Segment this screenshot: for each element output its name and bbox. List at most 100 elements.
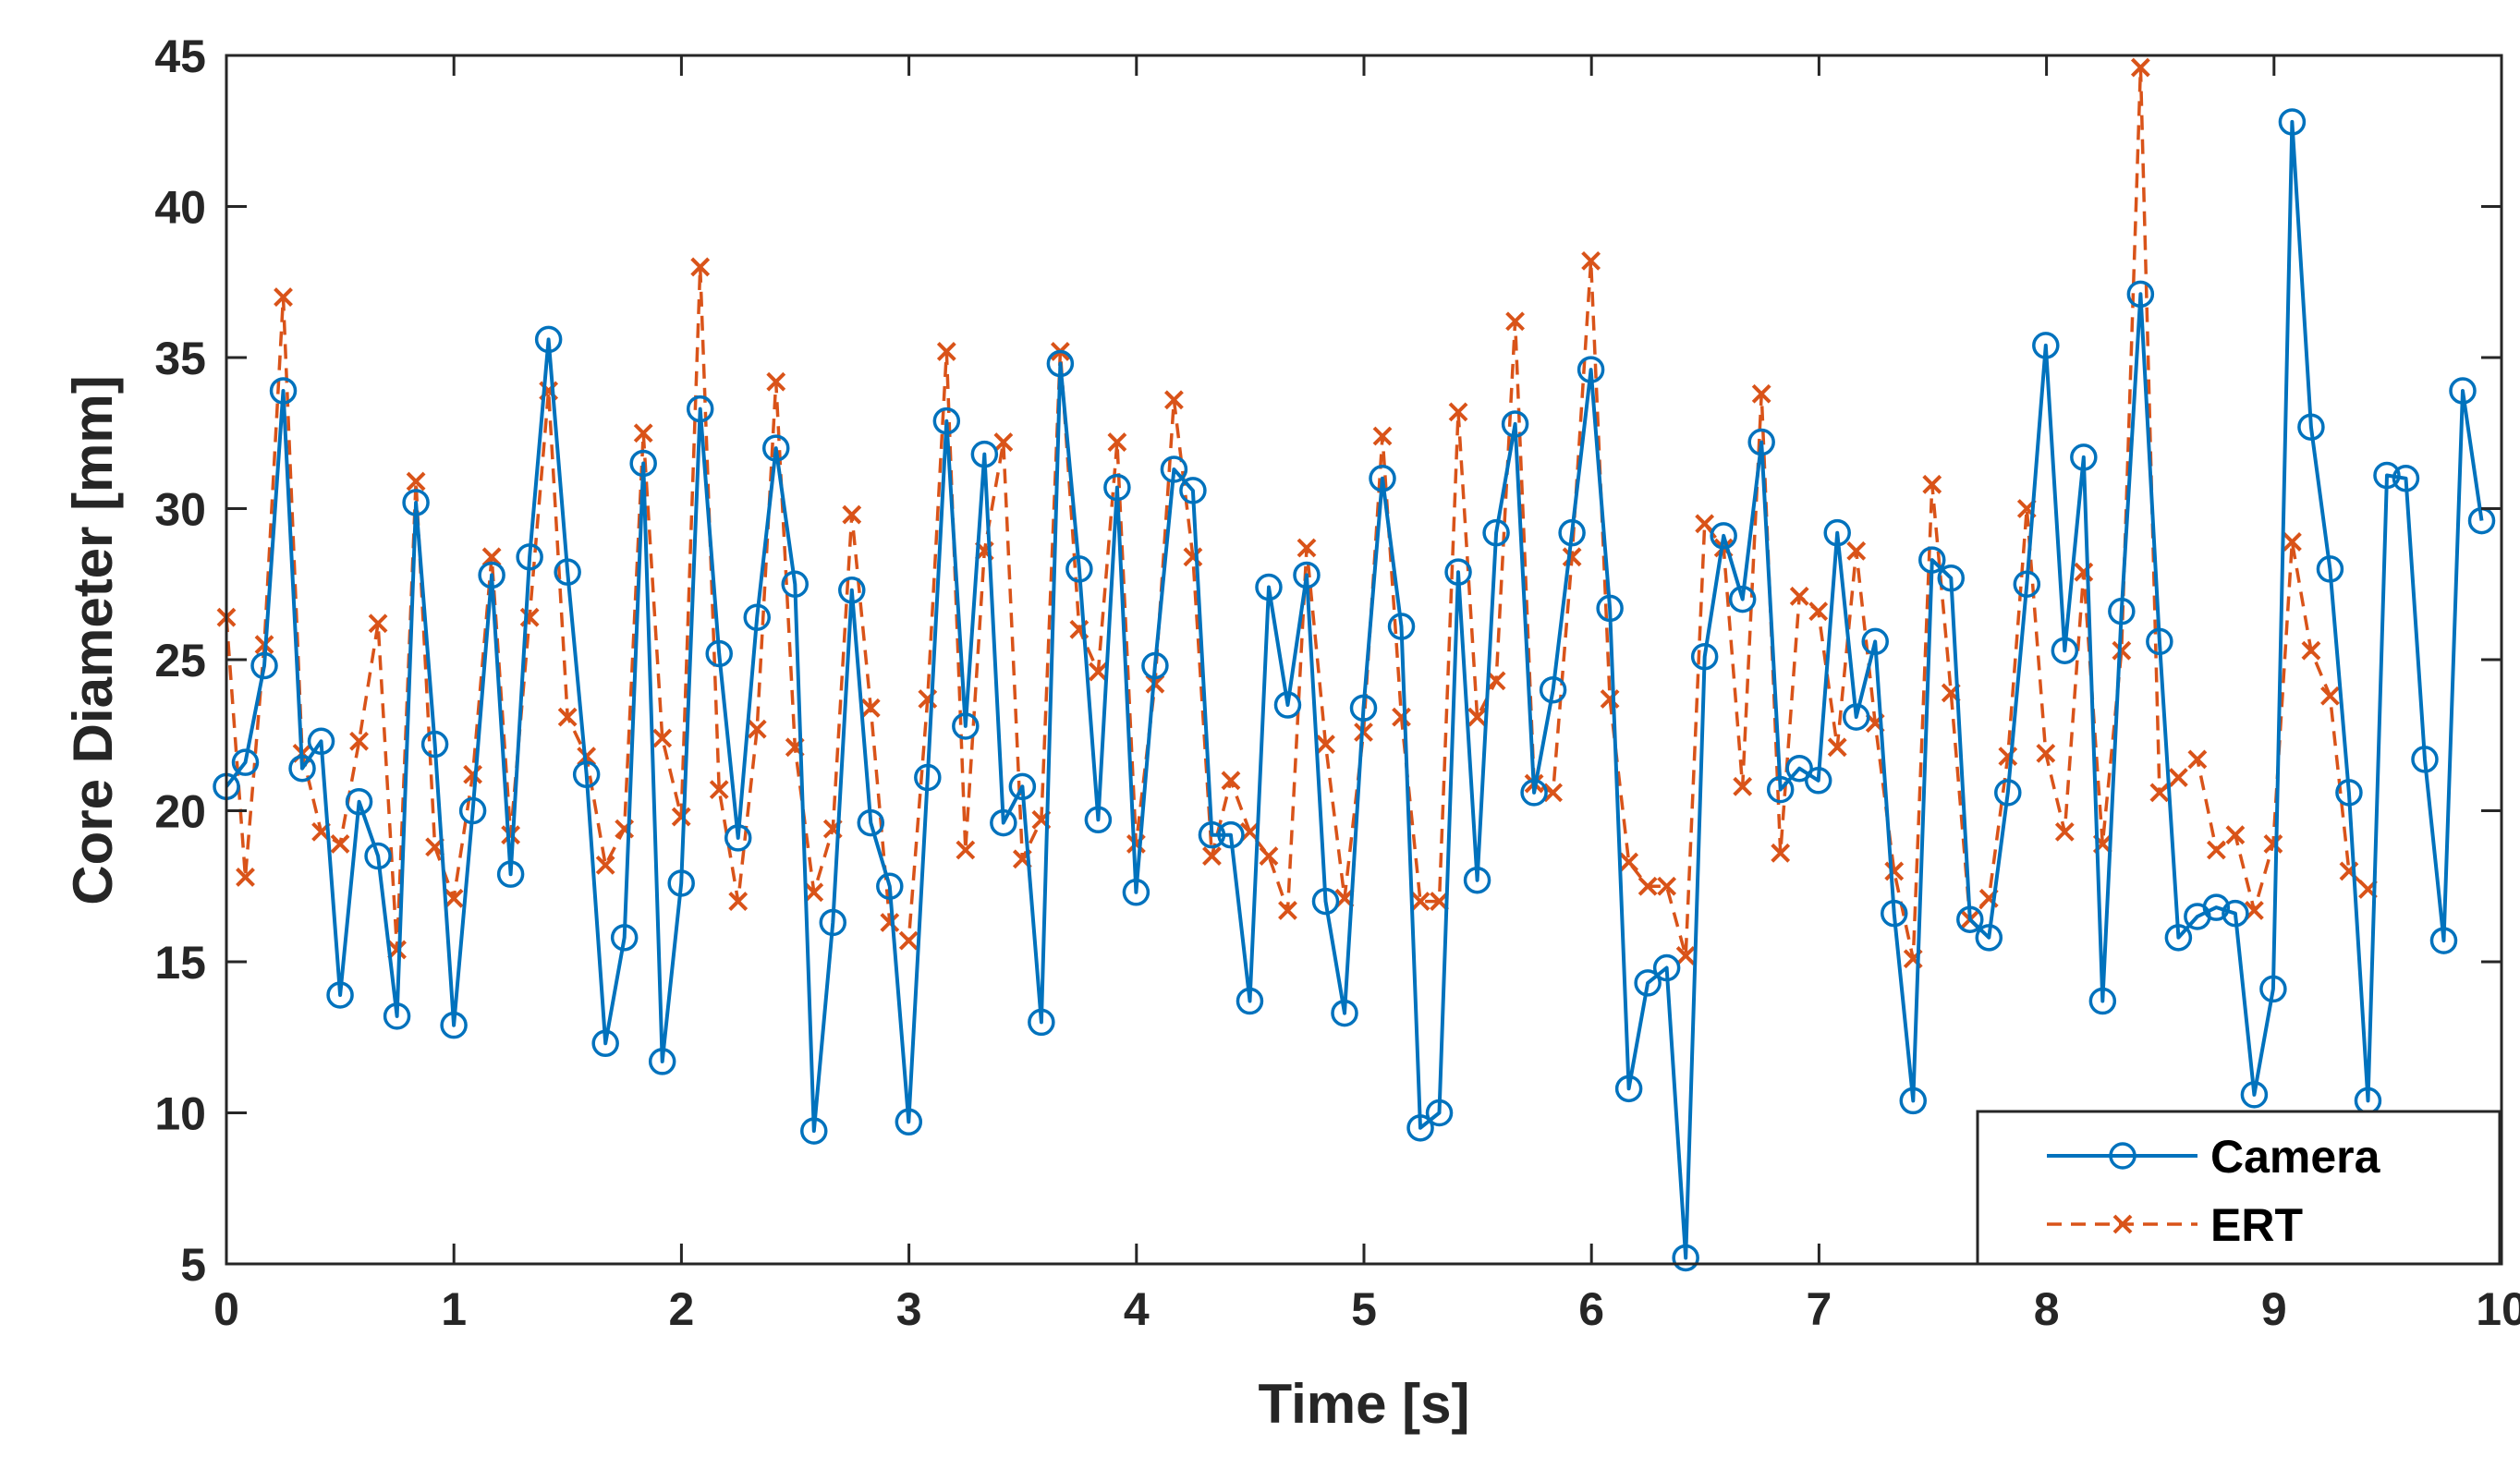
data-point bbox=[554, 558, 581, 586]
data-point bbox=[1747, 428, 1775, 456]
data-point bbox=[1088, 662, 1108, 682]
data-point bbox=[1160, 455, 1188, 483]
data-point bbox=[1444, 558, 1472, 586]
data-point bbox=[463, 764, 483, 784]
data-point bbox=[1652, 953, 1681, 982]
data-point bbox=[2392, 465, 2420, 492]
data-point bbox=[819, 908, 847, 937]
data-point bbox=[2259, 975, 2287, 1003]
data-point bbox=[1823, 518, 1851, 547]
y-tick-label: 30 bbox=[154, 484, 206, 536]
data-point bbox=[1690, 642, 1719, 671]
data-point bbox=[1956, 905, 1984, 933]
x-tick-label: 0 bbox=[213, 1283, 239, 1335]
data-point bbox=[1937, 564, 1966, 592]
x-tick-label: 3 bbox=[896, 1283, 922, 1335]
data-point bbox=[1543, 783, 1564, 803]
data-point bbox=[1539, 675, 1567, 704]
data-point bbox=[1619, 852, 1639, 872]
data-point bbox=[1349, 694, 1378, 722]
data-point bbox=[2088, 987, 2117, 1015]
legend-entry-camera: Camera bbox=[2047, 1131, 2381, 1183]
data-point bbox=[496, 860, 525, 888]
data-point bbox=[2283, 532, 2302, 552]
data-point bbox=[2187, 749, 2208, 770]
data-point bbox=[781, 570, 810, 598]
data-point bbox=[1505, 311, 1525, 332]
data-point bbox=[728, 892, 749, 912]
data-point bbox=[1084, 806, 1113, 834]
data-point bbox=[1297, 538, 1317, 558]
y-tick-label: 25 bbox=[154, 635, 206, 686]
data-point bbox=[2130, 57, 2150, 78]
data-point bbox=[1771, 843, 1791, 863]
data-point bbox=[686, 395, 714, 423]
data-point bbox=[766, 371, 786, 392]
data-point bbox=[2222, 899, 2249, 928]
data-point bbox=[709, 780, 729, 800]
data-point bbox=[1922, 474, 1942, 494]
data-point bbox=[1695, 514, 1715, 534]
data-point bbox=[932, 407, 961, 435]
data-point bbox=[1884, 861, 1905, 881]
data-point bbox=[326, 981, 354, 1009]
x-tick-label: 9 bbox=[2261, 1283, 2287, 1335]
data-point bbox=[269, 377, 298, 405]
data-point bbox=[1425, 1099, 1454, 1127]
data-point bbox=[2320, 686, 2340, 706]
data-point bbox=[2164, 924, 2193, 952]
x-tick-label: 8 bbox=[2034, 1283, 2060, 1335]
data-point bbox=[1861, 627, 1889, 656]
data-point bbox=[349, 731, 369, 751]
data-point bbox=[1202, 846, 1222, 866]
data-point bbox=[1198, 820, 1226, 849]
data-point bbox=[2411, 746, 2439, 773]
data-point bbox=[1482, 518, 1510, 547]
data-point bbox=[2168, 768, 2188, 787]
data-point bbox=[857, 808, 885, 837]
data-point bbox=[1273, 691, 1302, 719]
data-point bbox=[1581, 250, 1601, 271]
data-point bbox=[1406, 1114, 1434, 1142]
data-point bbox=[364, 842, 392, 870]
series-camera bbox=[213, 108, 2496, 1272]
data-point bbox=[952, 712, 980, 740]
data-point bbox=[288, 754, 316, 783]
data-point bbox=[1387, 613, 1416, 640]
data-point bbox=[1141, 651, 1169, 680]
data-point bbox=[804, 882, 824, 903]
data-point bbox=[1657, 876, 1677, 896]
data-point bbox=[2206, 840, 2226, 860]
data-point bbox=[876, 872, 904, 900]
data-point bbox=[591, 1029, 619, 1058]
data-point bbox=[1392, 707, 1411, 727]
data-point bbox=[1808, 601, 1829, 622]
data-point bbox=[2202, 893, 2231, 921]
data-point bbox=[1179, 477, 1207, 504]
data-point bbox=[2278, 108, 2307, 136]
data-point bbox=[2429, 927, 2458, 954]
data-point bbox=[1008, 772, 1037, 801]
data-point bbox=[1558, 518, 1586, 547]
data-point bbox=[1520, 779, 1548, 807]
data-point bbox=[516, 543, 543, 571]
data-point bbox=[1880, 899, 1908, 928]
data-point bbox=[2244, 900, 2264, 920]
data-point bbox=[629, 449, 657, 478]
data-point bbox=[1789, 586, 1809, 606]
data-point bbox=[2032, 332, 2060, 359]
data-point bbox=[1448, 402, 1468, 422]
data-point bbox=[1614, 1075, 1643, 1103]
legend-marker bbox=[2109, 1142, 2137, 1170]
data-point bbox=[1733, 776, 1753, 796]
data-point bbox=[1065, 555, 1093, 583]
data-point bbox=[1164, 390, 1184, 410]
data-point bbox=[648, 1048, 676, 1075]
data-point bbox=[1221, 771, 1241, 791]
y-tick-label: 40 bbox=[154, 182, 206, 234]
data-point bbox=[368, 613, 388, 634]
data-point bbox=[1255, 573, 1283, 601]
data-point bbox=[1710, 522, 1737, 550]
data-point bbox=[1369, 465, 1396, 492]
data-point bbox=[914, 763, 942, 792]
